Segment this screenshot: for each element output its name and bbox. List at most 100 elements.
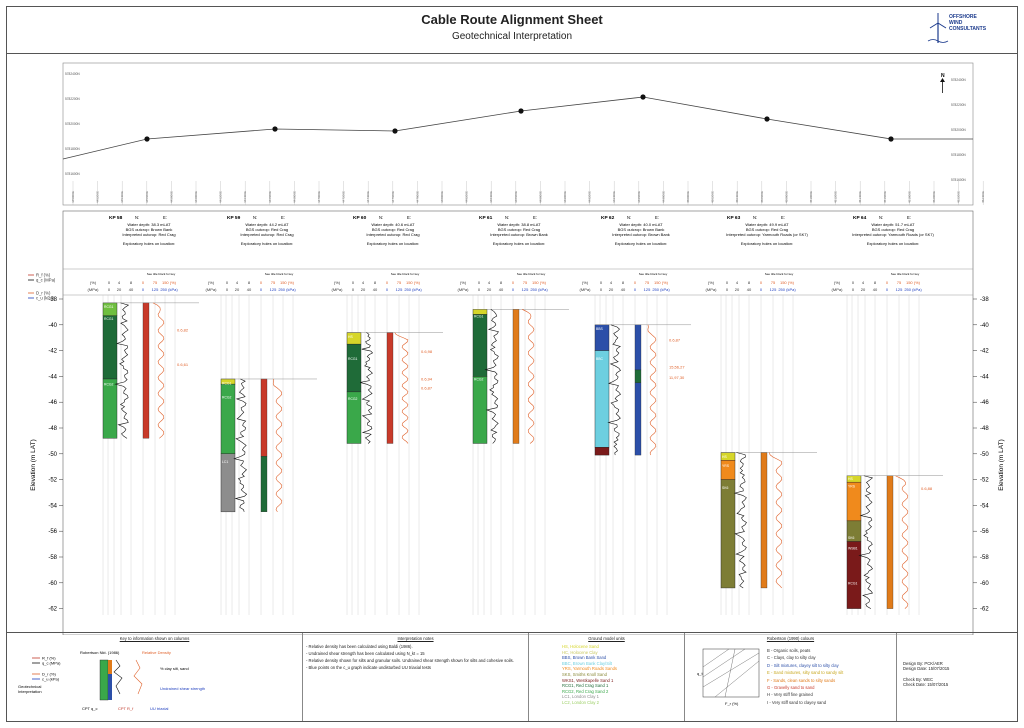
scale-row-1: 75 xyxy=(271,280,276,285)
kp-label: KP 59 xyxy=(227,215,241,221)
see-key-note: See title block for key xyxy=(391,272,420,276)
ground-unit-item: RCG1, Red Crag Sand 1 xyxy=(562,683,609,689)
kp-interp-outcrop: Interpreted outcrop: Yarmouth Roads (or … xyxy=(726,232,808,237)
scale-row-1: 150 (%) xyxy=(780,280,795,285)
scale-row-1: 0 xyxy=(108,280,111,285)
scale-row-1: 0 xyxy=(352,280,355,285)
scale-row-1: 0 xyxy=(852,280,855,285)
kp-northing: N: xyxy=(505,215,509,220)
elev-label-left: -58 xyxy=(48,555,57,561)
easting-label: 447200E xyxy=(342,191,346,203)
robertson-strip xyxy=(142,302,150,439)
scale-row-1: 4 xyxy=(118,280,121,285)
ground-layer xyxy=(346,343,362,393)
robertson-boundary xyxy=(724,648,736,698)
robertson-strip xyxy=(260,456,268,513)
scale-row-1: 75 xyxy=(397,280,402,285)
scale-row-1: (%) xyxy=(90,280,97,285)
scale-row-1: 8 xyxy=(130,280,133,285)
kp-exploratory-holes: Exploratory holes on location: xyxy=(123,241,175,246)
test-annotation: 0.6,88 xyxy=(921,486,933,491)
ground-model-units: Ground model units HS, Holocene Sand HC, … xyxy=(529,633,685,721)
scale-row-2: 0 xyxy=(852,287,855,292)
easting-label: 446400E xyxy=(243,191,247,203)
scale-row-2: 20 xyxy=(235,287,240,292)
kp-exploratory-holes: Exploratory holes on location: xyxy=(241,241,293,246)
scale-row-2: 0 xyxy=(726,287,729,292)
easting-label: 445800E xyxy=(169,191,173,203)
test-annotation: 11,97,30 xyxy=(669,375,685,380)
scale-row-2: 125 xyxy=(522,287,529,292)
scale-row-1: (%) xyxy=(582,280,589,285)
robertson-chart: q_t F_r (%) xyxy=(697,648,760,706)
kp-northing: N: xyxy=(753,215,757,220)
robertson-strip xyxy=(512,309,520,444)
kp-interp-outcrop: Interpreted outcrop: Red Crag xyxy=(366,232,419,237)
ground-layer xyxy=(594,447,610,456)
legend-label: R_f (%) xyxy=(36,273,51,278)
easting-label: 452400E xyxy=(981,191,985,203)
scale-row-2: 0 xyxy=(600,287,603,292)
elev-label-right: -56 xyxy=(980,529,989,535)
scale-row-1: 8 xyxy=(500,280,503,285)
scale-row-2: 0 xyxy=(352,287,355,292)
unit-label: RCG1 xyxy=(474,314,484,318)
easting-label: 452200E xyxy=(957,191,961,203)
robertson-strip xyxy=(634,369,642,383)
key-panel: Key to information shown on columns R_f … xyxy=(7,633,303,721)
robertson-boundary xyxy=(702,652,760,688)
robertson-strip xyxy=(760,452,768,589)
scale-row-2: 40 xyxy=(247,287,252,292)
geotech-profile: -38 -38 -40 -40 -42 -42 -44 -44 -46 -46 -48 -48 -50 -… xyxy=(28,210,1005,635)
drawing-sheet: Cable Route Alignment Sheet Geotechnical… xyxy=(6,6,1018,722)
unit-label: RCG1 xyxy=(848,581,858,585)
design-date-label: Design Date: xyxy=(903,666,928,671)
easting-label: 450600E xyxy=(760,191,764,203)
dr-trace xyxy=(394,332,409,444)
easting-label: 447600E xyxy=(391,191,395,203)
kp-water-depth: Water depth: 49.9 mLAT xyxy=(745,222,789,227)
key-cpt-qc: CPT q_c xyxy=(82,706,98,711)
dr-trace xyxy=(895,475,909,609)
easting-label: 448800E xyxy=(538,191,542,203)
scale-row-2: 125 xyxy=(896,287,903,292)
test-annotation: 0.6,82 xyxy=(177,327,189,332)
scale-row-1: 0 xyxy=(260,280,263,285)
scale-row-2: 20 xyxy=(117,287,122,292)
northing-label-left: 5781600N xyxy=(65,172,80,176)
note-1: - Relative density has been calculated u… xyxy=(306,644,413,649)
north-arrow-head-icon xyxy=(940,78,945,82)
kp-northing: N: xyxy=(379,215,383,220)
unit-label: HS xyxy=(848,477,853,481)
scale-row-2: 0 xyxy=(260,287,263,292)
scale-row-1: 4 xyxy=(488,280,491,285)
design-by-label: Design By: xyxy=(903,661,924,666)
elev-label-left: -38 xyxy=(48,297,57,303)
ground-unit-item: YRS, Yarmouth Roads Sands xyxy=(562,666,618,672)
scale-row-1: 8 xyxy=(748,280,751,285)
kp-marker xyxy=(888,136,894,142)
scale-row-1: (%) xyxy=(460,280,467,285)
unit-label: RCG2 xyxy=(474,377,484,381)
ground-layer xyxy=(594,350,610,448)
unit-label: LC1 xyxy=(222,460,228,464)
unit-label: BBS xyxy=(596,327,604,331)
key-robertson-column xyxy=(108,674,112,700)
test-annotation: 0.6,87 xyxy=(669,338,681,343)
kp-bgs-outcrop: BGS outcrop: Brown Bank xyxy=(618,227,665,232)
easting-label: 449400E xyxy=(612,191,616,203)
easting-label: 450800E xyxy=(784,191,788,203)
northing-label-left: 5782200N xyxy=(65,97,80,101)
easting-label: 450000E xyxy=(686,191,690,203)
key-diagram: R_f (%)q_c (MPa) D_r (%)c_u (kPa)Geotechn… xyxy=(18,650,205,711)
key-geotech: Geotechnical xyxy=(18,684,41,689)
scale-row-2: 0 xyxy=(512,287,515,292)
northing-label-right: 5782400N xyxy=(951,78,966,82)
title-block: Cable Route Alignment Sheet Geotechnical… xyxy=(7,7,1017,54)
scale-row-1: 4 xyxy=(362,280,365,285)
kp-interp-outcrop: Interpreted outcrop: Red Crag xyxy=(240,232,293,237)
robertson-y-label: q_t xyxy=(697,671,703,676)
scale-row-1: 4 xyxy=(236,280,239,285)
scale-row-1: 150 (%) xyxy=(406,280,421,285)
kp-label: KP 64 xyxy=(853,215,867,221)
